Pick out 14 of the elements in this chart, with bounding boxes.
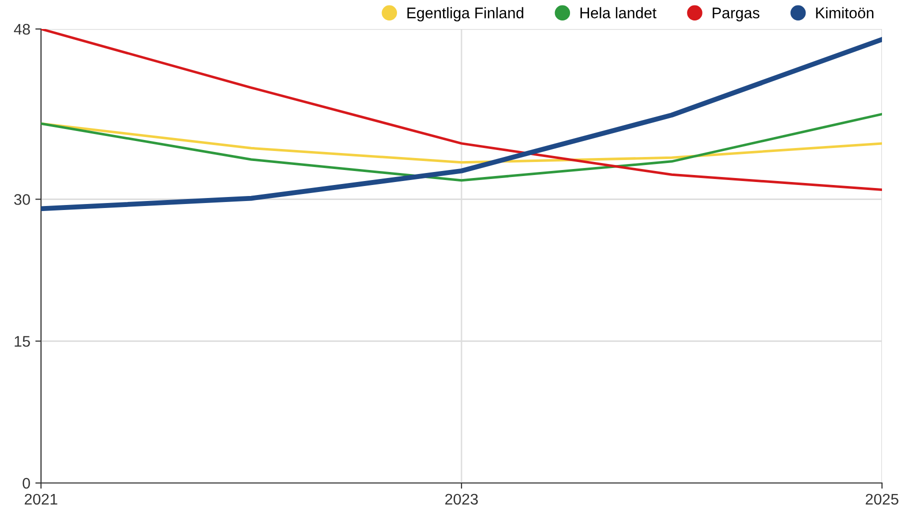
x-tick-label: 2021 [24, 494, 58, 505]
line-series [41, 36, 882, 212]
legend-label: Kimitoön [816, 7, 874, 18]
y-tick-label: 48 [14, 24, 30, 35]
legend-label: Hela landet [580, 7, 656, 18]
line-series [41, 112, 882, 182]
y-tick-label: 30 [14, 194, 30, 205]
x-tick-label: 2023 [445, 494, 478, 505]
y-tick-label: 0 [22, 478, 30, 489]
x-tick-label: 2025 [866, 494, 898, 505]
y-tick-label: 15 [14, 336, 30, 347]
legend-label: Pargas [712, 8, 760, 22]
line-series [41, 122, 882, 164]
legend-label: Egentliga Finland [407, 7, 524, 22]
